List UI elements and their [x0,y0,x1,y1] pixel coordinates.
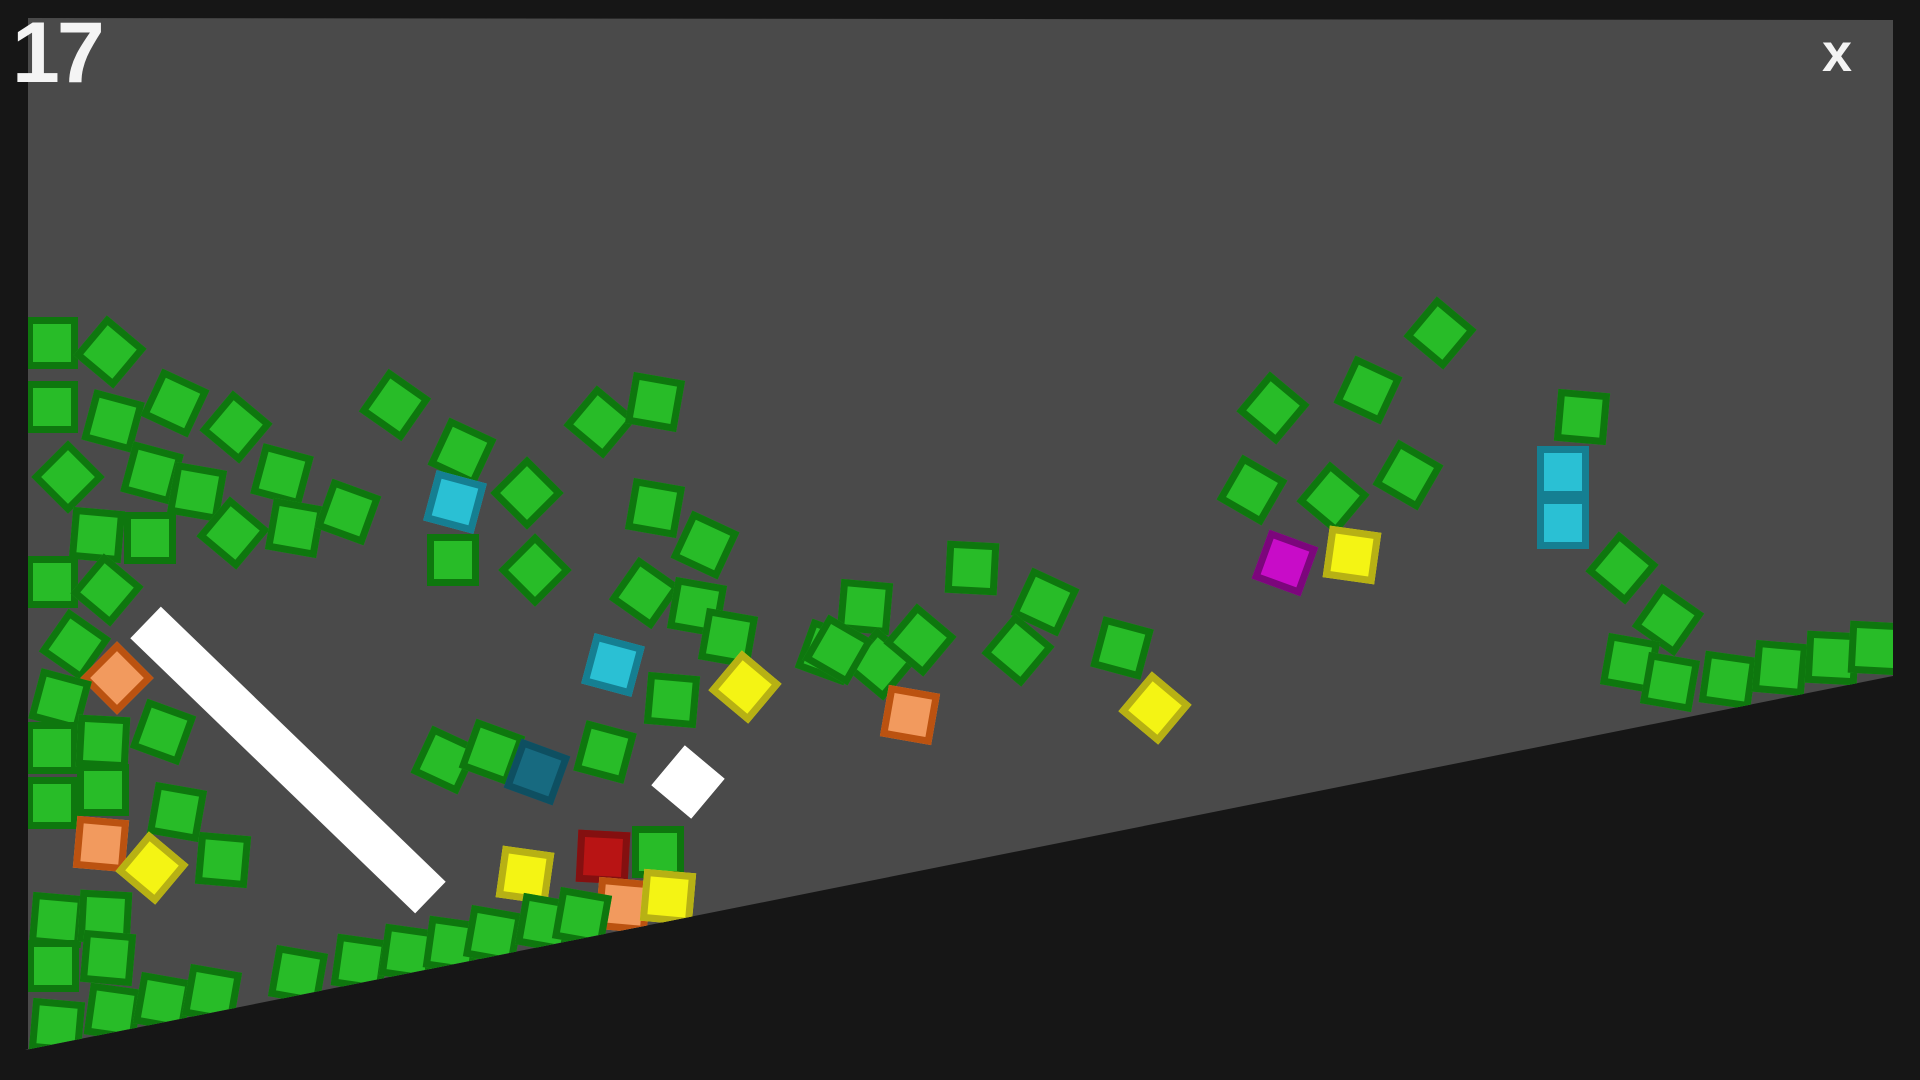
score-counter: 17 [12,5,105,101]
block-green [73,315,147,389]
block-green [26,317,78,369]
block-red [575,829,631,885]
block-green [427,534,479,586]
block-green [1090,616,1154,680]
close-button[interactable]: x [1812,26,1862,80]
block-green [77,764,129,816]
block-green [1236,371,1310,445]
block-green [1751,639,1809,697]
block-green [624,477,686,539]
block-green [1639,651,1701,713]
block-green [358,368,432,442]
block-green [129,698,197,766]
block-green [140,368,210,438]
block-green [26,722,78,774]
block-green [75,714,131,770]
block-magenta [1251,529,1319,597]
block-green [1296,461,1370,535]
block-green [551,886,613,948]
block-green [146,781,208,843]
block-green [79,929,137,987]
block-green [194,831,252,889]
block-green [462,904,524,966]
block-green [1372,439,1444,511]
block-green [250,443,314,507]
block-green [643,671,701,729]
block-green [490,456,564,530]
block-green [124,512,176,564]
block-orange [879,684,941,746]
block-yellow [1322,525,1382,585]
block-green [624,371,686,433]
block-green [573,720,637,784]
block-green [1847,620,1893,676]
block-yellow [1118,671,1192,745]
block-green [70,553,144,627]
block-green [26,777,78,829]
block-yellow [639,868,697,926]
block-green [68,506,126,564]
block-green [83,982,143,1042]
block-white [651,745,725,819]
block-green [944,540,1000,596]
block-green [26,381,78,433]
block-green [1698,650,1758,710]
block-cyan [1537,497,1589,549]
block-green [28,997,86,1050]
block-green [1333,355,1403,425]
block-cyan [1537,446,1589,498]
block-cyan [581,633,645,697]
block-green [670,510,740,580]
block-green [27,940,79,992]
block-green [1553,388,1611,446]
block-green [267,944,329,1006]
block-green [31,440,105,514]
block-green [1216,454,1288,526]
block-green [314,478,382,546]
block-green [498,533,572,607]
block-green [26,556,78,608]
block-green [1403,296,1477,370]
block-green [1585,531,1659,605]
block-green [181,963,243,1025]
